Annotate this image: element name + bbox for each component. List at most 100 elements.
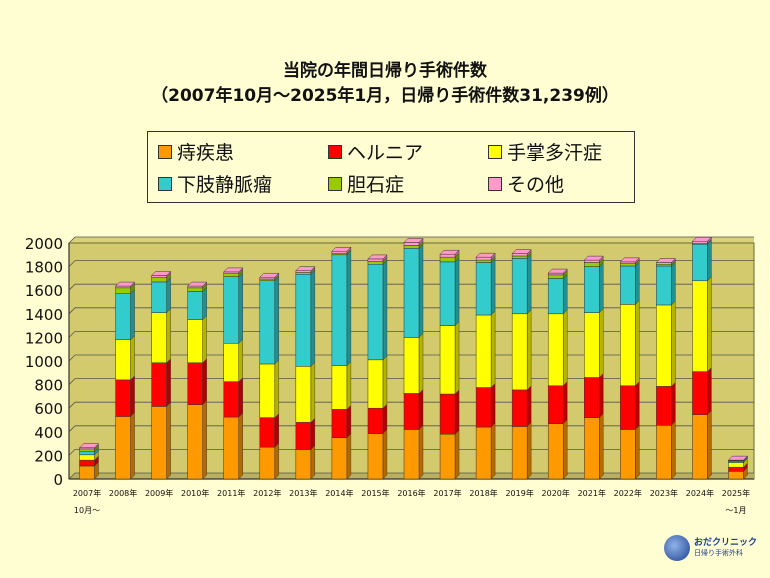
bar-segment [259, 280, 276, 365]
bar-segment [475, 314, 492, 388]
y-tick-label: 200 [34, 447, 63, 465]
bar-segment [295, 270, 312, 273]
bar-segment [187, 404, 203, 480]
legend-label: ヘルニア [347, 142, 424, 164]
bar-segment [331, 251, 348, 254]
bar-segment [728, 471, 744, 480]
bar-segment [115, 285, 131, 289]
bar-segment [115, 287, 131, 294]
y-tick-label: 1400 [25, 306, 63, 324]
bar-segment-side [202, 286, 207, 321]
bar-segment [547, 274, 564, 279]
bar-segment-side [563, 309, 568, 387]
x-tick-label: 2010年 [181, 488, 209, 498]
bar-segment [403, 242, 420, 246]
bar-segment [656, 386, 672, 426]
bar-segment [403, 248, 420, 338]
bar-segment-side [454, 257, 460, 327]
bar-segment-side [130, 411, 135, 480]
bar-segment-side [454, 321, 460, 395]
bar-segment-side [454, 429, 460, 480]
bar-segment [367, 263, 384, 361]
bar-segment [187, 291, 203, 320]
chart-title: 当院の年間日帰り手術件数 [283, 61, 487, 81]
bar-segment-side [382, 403, 388, 435]
bar-segment [511, 389, 528, 427]
bar-segment [151, 362, 167, 407]
bar-segment-side [454, 389, 460, 435]
bar-segment [331, 254, 348, 366]
bar-segment [79, 451, 95, 456]
bar-segment [295, 422, 312, 450]
y-tick-label: 2000 [25, 235, 63, 253]
bar-segment [151, 312, 167, 364]
bar-segment [223, 416, 239, 480]
bar-segment [187, 285, 203, 289]
y-tick-label: 800 [34, 377, 63, 395]
bar-segment [475, 426, 492, 480]
x-tick-label: 2023年 [650, 488, 678, 498]
bar-segment [475, 262, 492, 316]
bar-segment-side [563, 381, 568, 425]
x-tick-label: 2018年 [469, 488, 497, 498]
bar-segment [223, 273, 239, 277]
bar-segment-side [671, 420, 676, 480]
bar-segment-side [526, 253, 532, 315]
bar-segment-side [635, 261, 640, 305]
bar-segment [115, 416, 131, 480]
bar-segment [584, 266, 600, 313]
bar-segment [115, 293, 131, 341]
bar-segment [656, 262, 672, 265]
bar-segment [115, 339, 131, 381]
bar-segment [620, 263, 636, 267]
bar-segment-side [346, 250, 352, 367]
bar-segment-side [346, 433, 352, 480]
bar-segment [547, 272, 564, 276]
bar-segment-side [310, 269, 316, 367]
bar-segment-side [310, 417, 316, 450]
bar-segment-side [563, 273, 568, 315]
bar-segment [295, 272, 312, 275]
bar-segment [620, 385, 636, 430]
bar-segment-side [490, 422, 496, 480]
bar-top [331, 247, 352, 252]
bar-segment [295, 366, 312, 423]
bar-segment [620, 429, 636, 480]
bar-segment-side [238, 338, 243, 383]
bar-segment-side [238, 272, 243, 344]
bar-segment [728, 466, 744, 472]
bar-segment [692, 371, 708, 415]
bar-top [78, 443, 100, 448]
chart-subtitle: （2007年10月～2025年1月，日帰り手術件数31,239例） [151, 86, 619, 106]
legend-label: 胆石症 [347, 174, 405, 196]
legend-swatch [328, 144, 342, 159]
legend-swatch [328, 176, 342, 191]
bar-segment [259, 276, 276, 280]
bar-segment-side [635, 299, 640, 387]
x-tick-label: 2024年 [686, 488, 714, 498]
bar-segment [475, 259, 492, 263]
bar-segment-side [599, 373, 604, 419]
bar-segment [151, 406, 167, 480]
legend-swatch [158, 176, 172, 191]
x-tick-label: 2015年 [361, 488, 389, 498]
y-tick-label: 1800 [25, 259, 63, 277]
x-tick-label: 2008年 [109, 488, 137, 498]
bar-segment-side [382, 429, 388, 480]
bar-segment-side [202, 358, 207, 406]
bar-segment [656, 263, 672, 267]
bar-segment-side [310, 361, 316, 423]
bar-segment-side [166, 308, 171, 364]
bar-segment [547, 313, 564, 387]
bar-segment-side [599, 262, 604, 314]
gridline [68, 236, 754, 244]
bar-segment-side [238, 412, 243, 480]
bar-segment-side [599, 413, 604, 480]
bar-segment [151, 281, 167, 313]
x-tick-label: 2014年 [325, 488, 353, 498]
bar-segment [223, 343, 239, 382]
bar-top [151, 271, 172, 276]
bar-segment [511, 258, 528, 315]
bar-top [583, 255, 604, 261]
bar-segment-side [526, 422, 532, 480]
